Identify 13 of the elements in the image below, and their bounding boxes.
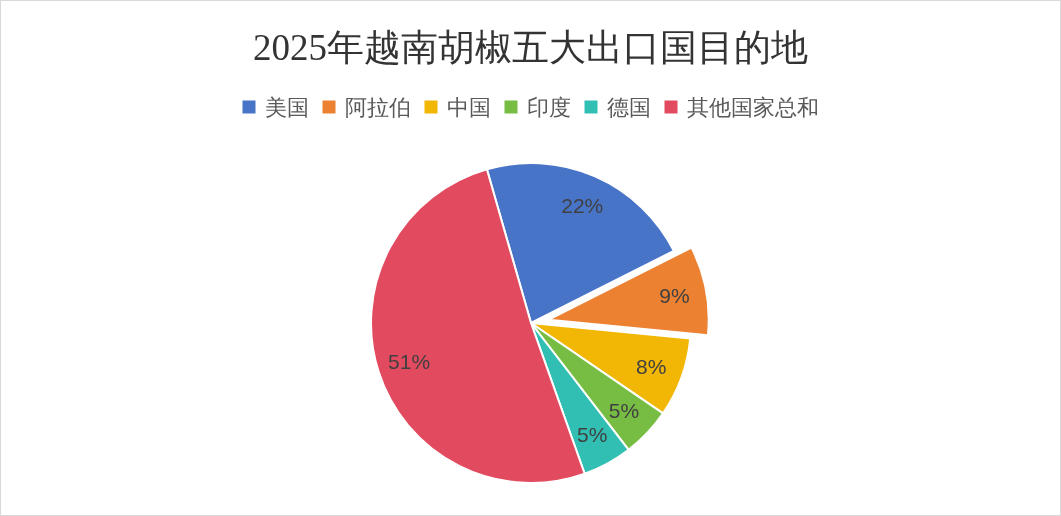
data-label: 8% bbox=[636, 354, 667, 378]
data-label: 5% bbox=[608, 398, 640, 422]
legend-label: 美国 bbox=[264, 94, 309, 120]
legend-label: 德国 bbox=[606, 94, 651, 120]
legend-label: 阿拉伯 bbox=[344, 94, 411, 120]
data-label: 22% bbox=[561, 193, 604, 217]
legend-label: 中国 bbox=[446, 94, 491, 120]
legend-label: 印度 bbox=[526, 94, 571, 120]
legend-label: 其他国家总和 bbox=[686, 94, 819, 120]
data-label: 5% bbox=[577, 423, 608, 447]
data-label: 51% bbox=[388, 350, 431, 374]
title: 2025年越南胡椒五大出口国目的地 bbox=[253, 27, 808, 68]
data-label: 9% bbox=[659, 284, 690, 308]
